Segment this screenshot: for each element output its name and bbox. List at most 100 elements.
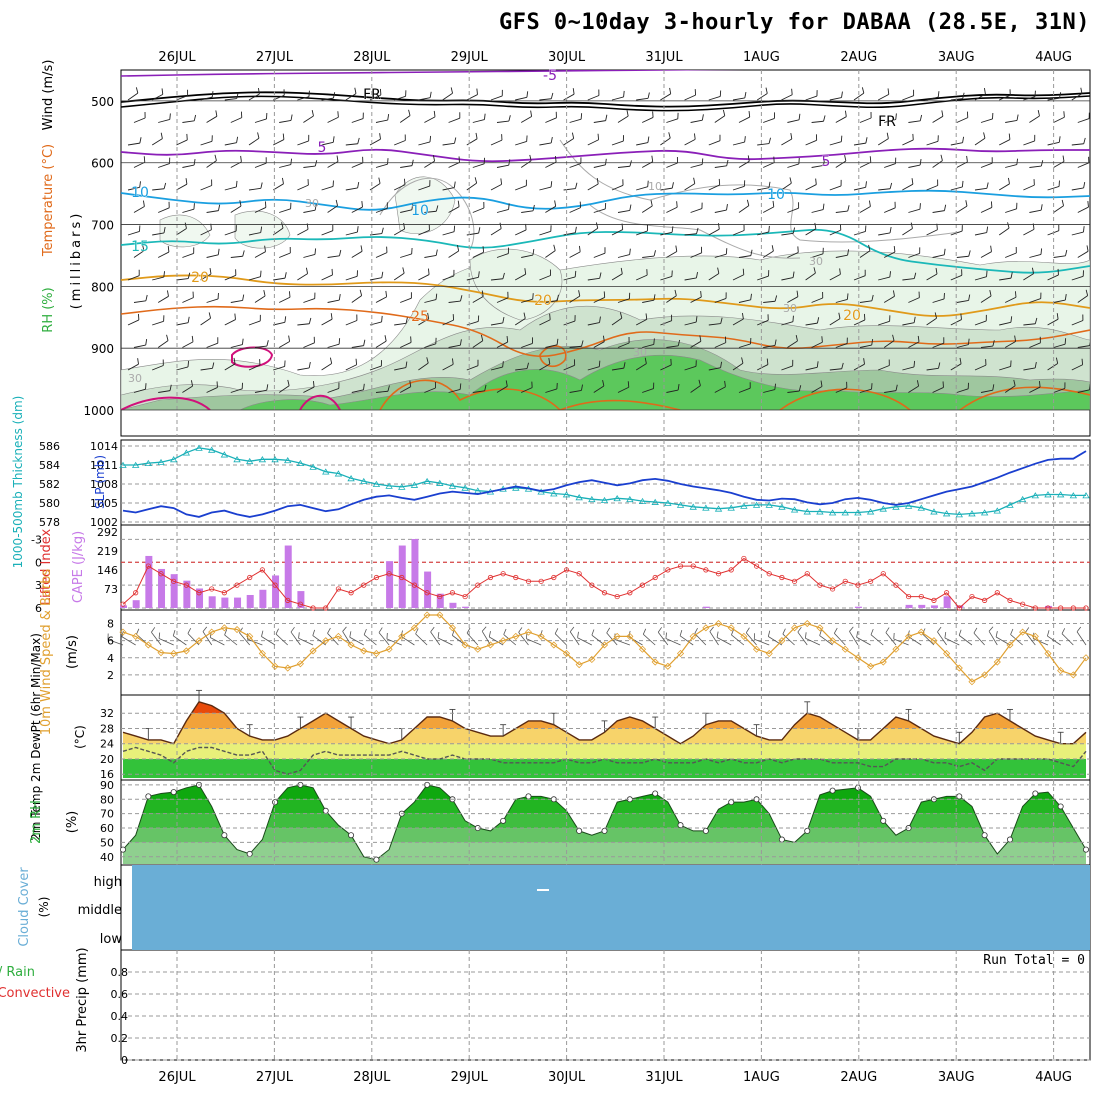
wind-barb-flag: [629, 248, 631, 255]
rh-tick-label: 60: [100, 822, 114, 835]
thickness-point: [613, 494, 621, 502]
wind-barb-flag: [241, 338, 244, 345]
wind-barb-flag: [765, 87, 768, 94]
surface-wind-barb-flag: [554, 628, 559, 634]
thickness-point: [968, 510, 976, 517]
wind-barb-flag: [191, 335, 194, 342]
wind-barb-flag: [869, 156, 872, 163]
cloud-marker: [537, 889, 549, 891]
wind-speed-point: [626, 632, 634, 640]
wind-barb: [127, 319, 140, 326]
wind-barb-flag: [476, 88, 478, 95]
wind-speed-point: [841, 645, 849, 653]
cape-bar: [208, 596, 216, 608]
wind-barb: [127, 92, 139, 101]
lifted-index-point: [335, 586, 342, 592]
wind-barb: [853, 319, 866, 326]
wind-barb: [569, 295, 581, 303]
wind-barb: [297, 367, 310, 371]
wind-barb-flag: [284, 272, 287, 279]
wind-barb: [254, 251, 266, 258]
wind-speed-point: [157, 649, 165, 657]
wind-barb-flag: [1064, 294, 1067, 301]
wind-barb-flag: [620, 267, 623, 274]
wind-barb: [902, 322, 915, 326]
wind-speed-point: [436, 611, 444, 619]
rh-tick-label: 70: [100, 808, 114, 821]
wind-barb: [327, 299, 340, 303]
wind-barb: [714, 297, 727, 303]
surface-wind-barb: [481, 631, 491, 646]
cape-bar: [424, 571, 432, 608]
wind-barb-flag: [693, 133, 696, 140]
wind-barb-flag: [457, 200, 460, 207]
wind-barb: [714, 115, 726, 123]
wind-barb: [853, 92, 865, 101]
slp-axis-label: SLP (mb): [93, 455, 107, 509]
wind-barb-flag: [961, 180, 964, 187]
cape-bar: [284, 545, 292, 608]
surface-wind-barb: [312, 635, 326, 646]
wind-barb: [666, 118, 678, 123]
wind-barb: [732, 141, 745, 146]
wind-barb: [345, 143, 358, 146]
wind-barb-flag: [913, 360, 916, 367]
wind-barb: [448, 206, 460, 213]
lifted-index-point: [741, 555, 747, 562]
wind-speed-point: [499, 637, 507, 645]
wind-barb: [375, 252, 388, 258]
wind-barb-flag: [363, 339, 366, 346]
wind-barb: [859, 117, 872, 123]
rh-shading-region: [159, 214, 211, 248]
surface-wind-barb-flag: [503, 628, 507, 635]
cape-bar: [956, 605, 964, 608]
pressure-tick-label: 500: [91, 95, 114, 109]
wind-barb: [878, 276, 890, 281]
upper-wind-barbs: [127, 87, 1090, 393]
wind-barb-flag: [653, 250, 656, 257]
wind-barb-flag: [868, 200, 871, 207]
pressure-tick-label: 800: [91, 280, 114, 294]
wind-barb: [1029, 209, 1042, 213]
surface-wind-barb: [709, 631, 719, 646]
thickness-point: [436, 479, 444, 486]
cape-bar: [196, 588, 204, 608]
surface-wind-barb: [290, 631, 301, 646]
wind-barb: [926, 273, 938, 281]
wind-barb-flag: [505, 380, 508, 387]
slp-axis: 578 580 582 584 586 1002 1005 1008 1011 1014: [39, 440, 118, 529]
thickness-point: [360, 477, 368, 485]
thickness-point: [892, 503, 900, 510]
wind-barb-flag: [693, 177, 696, 184]
wind-barb: [1005, 252, 1017, 258]
wind-barb-flag: [474, 177, 478, 184]
wind-barb: [297, 184, 309, 191]
wind-barb: [545, 205, 556, 213]
wind-barb: [224, 363, 236, 371]
temp-axis: 16 20 24 28 32: [100, 707, 114, 781]
wind-barb: [853, 275, 866, 281]
contour-label: 30: [305, 197, 319, 210]
contour-label: 5: [822, 154, 831, 170]
wind-barb: [884, 163, 896, 168]
wind-barb: [853, 231, 866, 236]
wind-speed-point: [119, 628, 127, 636]
cape-bar: [145, 555, 153, 608]
thickness-point: [942, 510, 951, 517]
wind-barb-flag: [968, 250, 971, 257]
wind-barb: [932, 342, 944, 348]
top-date-label: 31JUL: [645, 50, 683, 65]
cape-bar: [234, 597, 242, 608]
wind-barb: [1005, 164, 1017, 168]
lifted-index-point: [462, 593, 468, 600]
wind-barb: [200, 317, 211, 326]
surface-wind-barb: [239, 632, 251, 646]
surface-wind-barb-flag: [665, 632, 667, 639]
wind-barb-flag: [701, 158, 704, 165]
wind-speed-point: [309, 647, 317, 655]
top-x-axis-labels: 26JUL 27JUL 28JUL 29JUL 30JUL 31JUL 1AUG 2AUG 3A…: [158, 50, 1072, 65]
wind-barb: [375, 207, 388, 213]
wind-barb: [466, 182, 477, 191]
wind-barb: [932, 115, 944, 123]
